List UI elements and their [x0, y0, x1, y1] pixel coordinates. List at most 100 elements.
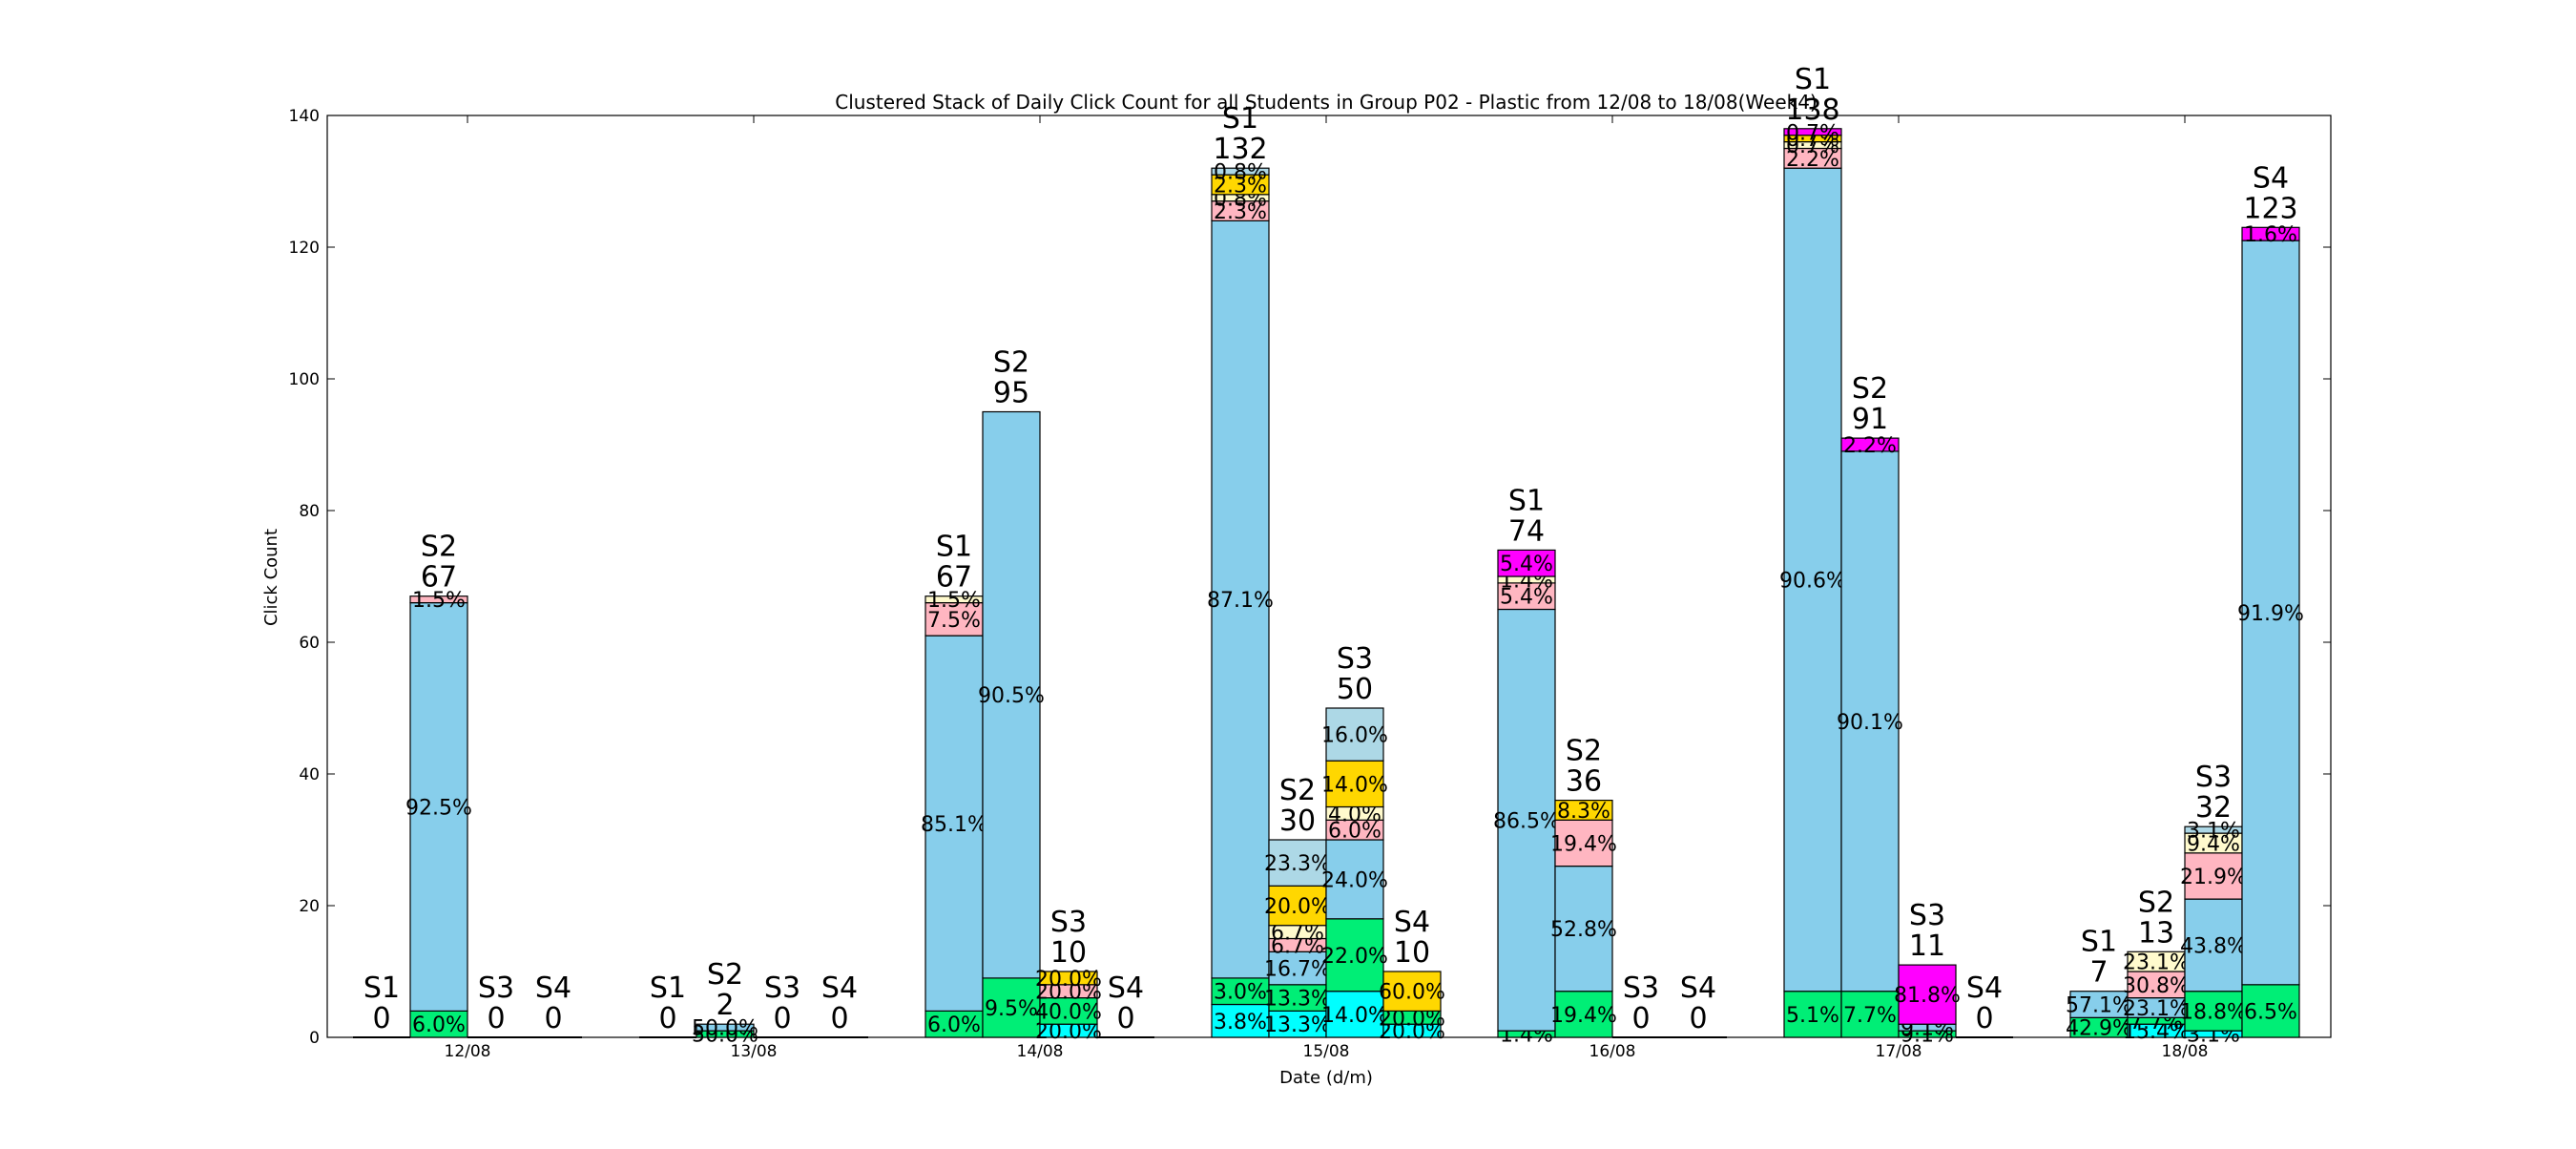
bar-student-label: S3: [1050, 906, 1087, 939]
segment-percent-label: 20.0%: [1035, 968, 1102, 992]
bar-student-label: S2: [2138, 886, 2174, 919]
bar-student-label: S4: [1394, 906, 1430, 939]
segment-percent-label: 22.0%: [1321, 945, 1388, 969]
segment-percent-label: 40.0%: [1035, 1000, 1102, 1024]
bar-student-label: S1: [2081, 926, 2117, 959]
segment-percent-label: 50.0%: [692, 1017, 758, 1041]
x-tick-label: 14/08: [1017, 1042, 1064, 1061]
segment-percent-label: 90.6%: [1779, 569, 1846, 593]
bar-total-label: 10: [1050, 936, 1087, 970]
segment-percent-label: 6.0%: [1328, 820, 1381, 844]
bar-segment: [409, 601, 468, 1012]
segment-percent-label: 0.8%: [1214, 161, 1267, 185]
segment-percent-label: 43.8%: [2180, 934, 2247, 958]
segment-percent-label: 0.7%: [1786, 121, 1839, 145]
segment-percent-label: 2.2%: [1843, 434, 1897, 458]
segment-percent-label: 13.3%: [1264, 1013, 1331, 1037]
segment-percent-label: 19.4%: [1550, 832, 1617, 856]
x-tick-label: 13/08: [731, 1042, 778, 1061]
y-axis-label: Click Count: [261, 529, 281, 626]
y-tick-label: 140: [289, 107, 320, 126]
segment-percent-label: 6.0%: [927, 1013, 981, 1037]
bar-total-label: 138: [1785, 94, 1839, 127]
bar-total-label: 91: [1852, 403, 1888, 436]
bar-segment: [1840, 450, 1900, 992]
bar-total-label: 32: [2195, 791, 2232, 825]
segment-percent-label: 9.5%: [985, 997, 1038, 1021]
bar-total-label: 0: [658, 1002, 676, 1035]
segment-percent-label: 8.3%: [1557, 800, 1610, 824]
segment-percent-label: 2.3%: [1214, 174, 1267, 198]
segment-percent-label: 5.1%: [1786, 1004, 1839, 1028]
bar-segment: [1554, 991, 1613, 1038]
bar-total-label: 10: [1394, 936, 1430, 970]
segment-percent-label: 30.8%: [2123, 974, 2190, 998]
segment-percent-label: 3.8%: [1214, 1011, 1267, 1034]
y-tick-label: 60: [299, 634, 320, 653]
bar-segment: [1325, 991, 1384, 1038]
segment-percent-label: 6.5%: [2244, 1000, 2297, 1024]
bar-total-label: 0: [1689, 1002, 1707, 1035]
bar-segment: [1211, 167, 1270, 176]
chart-title: Clustered Stack of Daily Click Count for…: [835, 91, 1818, 114]
bar-student-label: S2: [1279, 774, 1316, 807]
bar-segment: [1039, 996, 1098, 1025]
bar-total-label: 50: [1337, 673, 1373, 706]
bar-total-label: 95: [993, 377, 1029, 410]
segment-percent-label: 14.0%: [1321, 1004, 1388, 1028]
bar-segment: [1325, 707, 1384, 762]
segment-percent-label: 90.1%: [1837, 711, 1903, 735]
bar-segment: [1211, 977, 1270, 1006]
bar-segment: [1325, 760, 1384, 808]
bar-total-label: 123: [2243, 192, 2297, 225]
bar-segment: [2241, 226, 2300, 241]
segment-percent-label: 87.1%: [1207, 589, 1274, 613]
bar-student-label: S4: [1680, 971, 1716, 1005]
bar-segment: [696, 1023, 755, 1032]
x-axis-label: Date (d/m): [1279, 1068, 1373, 1088]
bar-student-label: S3: [764, 971, 800, 1005]
bar-student-label: S4: [821, 971, 858, 1005]
bar-total-label: 2: [716, 989, 734, 1022]
segment-percent-label: 19.4%: [1550, 1004, 1617, 1028]
bar-student-label: S2: [707, 958, 743, 992]
bar-student-label: S3: [478, 971, 514, 1005]
bar-student-label: S4: [1108, 971, 1144, 1005]
bar-student-label: S2: [421, 531, 457, 564]
bar-segment: [1554, 819, 1613, 867]
bar-student-label: S3: [2195, 761, 2232, 794]
y-tick-label: 40: [299, 765, 320, 784]
segment-percent-label: 81.8%: [1894, 984, 1961, 1008]
bar-segment: [982, 977, 1041, 1038]
bar-student-label: S1: [1222, 102, 1258, 136]
segment-percent-label: 23.1%: [2123, 951, 2190, 975]
segment-percent-label: 13.3%: [1264, 988, 1331, 1012]
y-tick-label: 120: [289, 239, 320, 258]
segment-percent-label: 20.0%: [1264, 895, 1331, 919]
segment-percent-label: 6.0%: [412, 1013, 466, 1037]
bar-segment: [2241, 240, 2300, 986]
segment-percent-label: 18.8%: [2180, 1000, 2247, 1024]
y-tick-label: 80: [299, 502, 320, 521]
segment-percent-label: 23.1%: [2123, 997, 2190, 1021]
bar-segment: [982, 410, 1041, 979]
segment-percent-label: 7.7%: [1843, 1004, 1897, 1028]
bar-student-label: S1: [364, 971, 400, 1005]
segment-percent-label: 1.5%: [927, 589, 981, 613]
segment-percent-label: 52.8%: [1550, 918, 1617, 942]
bar-student-label: S3: [1337, 642, 1373, 676]
bar-segment: [2184, 991, 2243, 1032]
segment-percent-label: 5.4%: [1500, 586, 1553, 610]
bar-total-label: 74: [1508, 514, 1545, 548]
bar-segment: [2127, 971, 2186, 999]
segment-percent-label: 1.6%: [2244, 223, 2297, 247]
bar-segment: [1497, 608, 1556, 1032]
segment-percent-label: 7.5%: [927, 609, 981, 633]
bar-total-label: 13: [2138, 916, 2174, 950]
bar-student-label: S4: [1966, 971, 2003, 1005]
segment-percent-label: 3.0%: [1214, 981, 1267, 1005]
bar-segment: [409, 595, 468, 604]
segment-percent-label: 16.7%: [1264, 958, 1331, 982]
